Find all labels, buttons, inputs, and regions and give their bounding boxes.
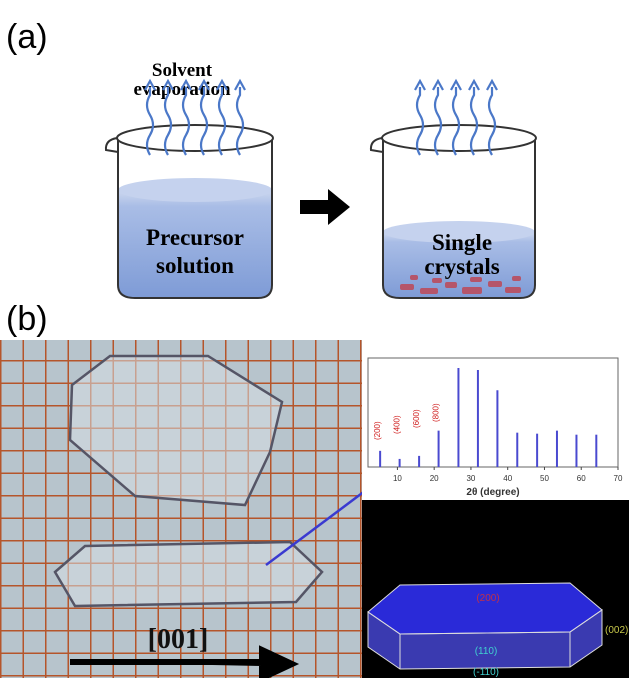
vapor [144,78,246,156]
x-tick-label: 60 [577,474,586,483]
face-label: (200) [476,593,499,604]
face-label: (-110) [473,667,499,678]
arrow [300,189,350,225]
peak-label: (400) [393,415,402,434]
vapor [414,78,498,156]
beaker [104,124,274,299]
x-axis-label: 2θ (degree) [466,487,519,498]
x-tick-label: 10 [393,474,402,483]
annotation: Solvent [152,60,213,81]
x-tick-label: 40 [503,474,512,483]
x-tick-label: 20 [430,474,439,483]
photo: [001] [0,340,362,678]
crystal-model [362,500,629,678]
panel-label: (a) [6,18,48,56]
face-label: (110) [475,646,498,657]
xrd-chart: 10 20 30 40 50 60 70 2θ (degree) (200) (400) (600)… [362,340,629,500]
peak-label: (600) [412,409,421,428]
beaker-label: Precursor [146,225,244,250]
beaker [369,124,537,299]
x-tick-label: 70 [614,474,623,483]
peak-label: (200) [373,421,382,440]
arrow-label: [001] [148,624,209,655]
panel-label: (b) [6,300,48,338]
chart-background [362,340,629,500]
peak-label: (800) [432,403,441,422]
beaker-label: crystals [424,254,499,279]
face-label: (002) [605,625,628,636]
beaker-label: solution [156,253,234,278]
beaker-label: Single [432,230,492,255]
plot-frame [367,357,619,468]
x-tick-label: 30 [466,474,475,483]
x-tick-label: 50 [540,474,549,483]
